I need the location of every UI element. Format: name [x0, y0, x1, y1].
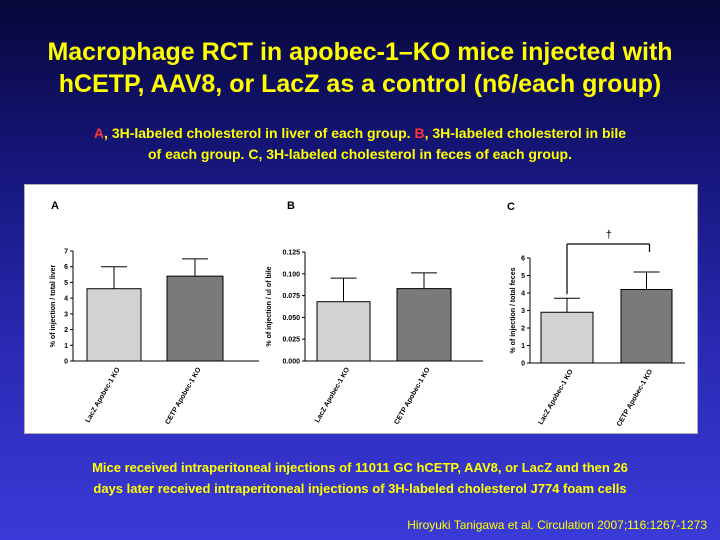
panel-b-y-tick-label: 0.025 — [282, 337, 300, 344]
panel-a-label: A — [51, 200, 59, 212]
panel-c-x-tick-label: CETP Apobec-1 KO — [616, 368, 655, 428]
title-line-1: Macrophage RCT in apobec-1–KO mice injec… — [47, 38, 673, 66]
panel-b-y-axis-label: % of injection / ul of bile — [266, 266, 273, 346]
panel-c-y-tick-label: 5 — [521, 273, 525, 280]
panel-a-y-tick-label: 1 — [64, 343, 68, 350]
panel-b-x-tick-label: LacZ Apobec-1 KO — [314, 366, 352, 424]
panel-b-y-tick-label: 0.075 — [282, 293, 300, 300]
panel-a-bar — [166, 275, 224, 362]
panel-c-bar — [540, 311, 594, 364]
panel-c-y-tick-label: 2 — [521, 326, 525, 333]
panel-b-y-tick-label: 0.000 — [282, 359, 300, 366]
methods-note: Mice received intraperitoneal injections… — [10, 457, 710, 499]
panel-b-bar — [396, 288, 452, 362]
panel-c-y-axis-label: % of injection / total feces — [510, 267, 517, 353]
panel-a-y-tick-label: 3 — [64, 311, 68, 318]
caption-a-marker: A — [93, 125, 105, 141]
panel-b-x-tick-label: CETP Apobec-1 KO — [393, 366, 432, 426]
panel-a-y-tick-label: 2 — [64, 327, 68, 334]
panel-c-y-tick-label: 1 — [521, 343, 525, 350]
caption-line-1: A, 3H-labeled cholesterol in liver of ea… — [14, 123, 706, 144]
title-line-2: hCETP, AAV8, or LacZ as a control (n6/ea… — [58, 70, 662, 98]
panel-a-y-tick-label: 7 — [64, 249, 68, 256]
panel-c-significance-marker: † — [606, 229, 612, 241]
citation: Hiroyuki Tanigawa et al. Circulation 200… — [407, 518, 707, 532]
panel-a-y-tick-label: 6 — [64, 264, 68, 271]
panel-a-x-tick-label: LacZ Apobec-1 KO — [84, 366, 122, 424]
panel-b-y-tick-label: 0.125 — [282, 250, 300, 257]
caption-a-text: , 3H-labeled cholesterol in liver of eac… — [104, 125, 415, 141]
panel-c-label: C — [507, 201, 515, 213]
panel-a-y-tick-label: 0 — [64, 359, 68, 366]
charts-svg: A % of injection / total liver 0 1 2 3 4 5 6 7 Lac… — [50, 200, 685, 428]
panel-b-y-tick-label: 0.050 — [282, 315, 300, 322]
panel-a-bar — [86, 288, 142, 362]
panel-c-x-tick-label: LacZ Apobec-1 KO — [537, 368, 575, 426]
panel-c-y-tick-label: 6 — [521, 256, 525, 263]
panel-c-bar — [620, 289, 673, 364]
panel-c-y-tick-label: 3 — [521, 308, 525, 315]
panel-a-y-axis-label: % of injection / total liver — [50, 265, 57, 348]
chart-panel: A % of injection / total liver 0 1 2 3 4 5 6 7 Lac… — [24, 184, 698, 434]
panel-c-y-tick-label: 4 — [521, 291, 525, 298]
panel-a-x-tick-label: CETP Apobec-1 KO — [164, 366, 203, 426]
note-line-2: days later received intraperitoneal inje… — [93, 481, 627, 496]
panel-b-label: B — [287, 200, 295, 212]
figure-caption: A, 3H-labeled cholesterol in liver of ea… — [14, 123, 706, 165]
note-line-1: Mice received intraperitoneal injections… — [92, 460, 628, 475]
panel-a-y-tick-label: 5 — [64, 280, 68, 287]
panel-a-y-tick-label: 4 — [64, 296, 68, 303]
panel-b-bar — [316, 301, 371, 362]
panel-c-y-tick-label: 0 — [521, 361, 525, 368]
slide-title: Macrophage RCT in apobec-1–KO mice injec… — [0, 36, 720, 100]
panel-b-y-tick-label: 0.100 — [282, 271, 300, 278]
caption-line-2: of each group. C, 3H-labeled cholesterol… — [148, 146, 572, 162]
caption-b-marker: B — [414, 125, 425, 141]
caption-b-text: , 3H-labeled cholesterol in bile — [424, 125, 627, 141]
